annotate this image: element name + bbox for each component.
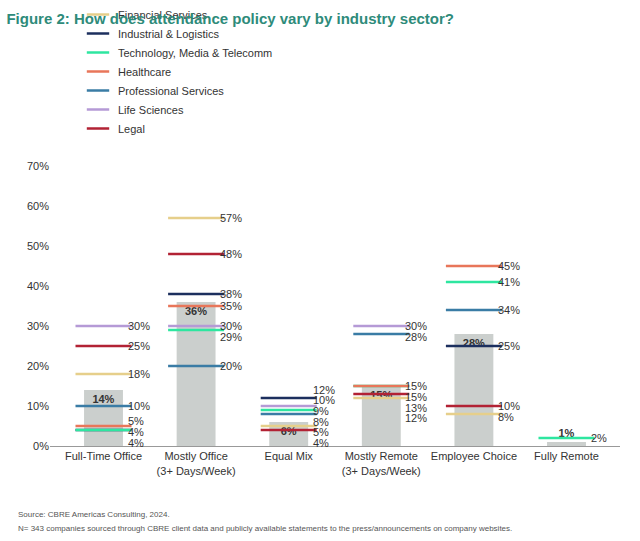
svg-text:Financial Services: Financial Services [118, 9, 208, 21]
svg-text:30%: 30% [27, 320, 49, 332]
svg-text:Full-Time Office: Full-Time Office [65, 450, 142, 462]
svg-text:15%: 15% [370, 389, 392, 401]
svg-text:25%: 25% [128, 340, 150, 352]
svg-text:Mostly Remote(3+ Days/Week): Mostly Remote(3+ Days/Week) [342, 450, 421, 476]
svg-text:15%: 15% [405, 380, 427, 392]
svg-text:Figure 2: How does attendance: Figure 2: How does attendance policy var… [6, 10, 454, 27]
svg-text:50%: 50% [27, 240, 49, 252]
svg-text:25%: 25% [498, 340, 520, 352]
svg-text:28%: 28% [463, 337, 485, 349]
svg-text:60%: 60% [27, 200, 49, 212]
svg-text:4%: 4% [128, 426, 144, 438]
svg-text:Fully Remote: Fully Remote [534, 450, 599, 462]
svg-text:48%: 48% [220, 248, 242, 260]
svg-text:70%: 70% [27, 160, 49, 172]
svg-text:Legal: Legal [118, 123, 145, 135]
svg-text:8%: 8% [498, 411, 514, 423]
svg-text:20%: 20% [220, 360, 242, 372]
svg-text:38%: 38% [220, 288, 242, 300]
svg-text:12%: 12% [313, 384, 335, 396]
svg-text:14%: 14% [92, 393, 114, 405]
svg-text:12%: 12% [405, 412, 427, 424]
svg-text:10%: 10% [313, 394, 335, 406]
svg-text:29%: 29% [220, 331, 242, 343]
svg-text:18%: 18% [128, 368, 150, 380]
svg-text:2%: 2% [591, 432, 607, 444]
svg-text:Professional Services: Professional Services [118, 85, 224, 97]
svg-text:Source: CBRE Americas Consulti: Source: CBRE Americas Consulting, 2024. [18, 510, 170, 519]
svg-text:1%: 1% [558, 427, 574, 439]
svg-text:45%: 45% [498, 260, 520, 272]
svg-text:5%: 5% [128, 415, 144, 427]
svg-text:6%: 6% [281, 425, 297, 437]
svg-text:8%: 8% [313, 416, 329, 428]
svg-text:Industrial & Logistics: Industrial & Logistics [118, 28, 219, 40]
svg-text:28%: 28% [405, 331, 427, 343]
svg-text:36%: 36% [185, 305, 207, 317]
svg-text:0%: 0% [33, 440, 49, 452]
svg-text:30%: 30% [405, 320, 427, 332]
svg-text:5%: 5% [313, 426, 329, 438]
svg-text:Life Sciences: Life Sciences [118, 104, 184, 116]
svg-text:4%: 4% [313, 437, 329, 449]
svg-text:34%: 34% [498, 304, 520, 316]
svg-text:30%: 30% [220, 320, 242, 332]
svg-text:35%: 35% [220, 300, 242, 312]
svg-text:10%: 10% [128, 400, 150, 412]
svg-text:30%: 30% [128, 320, 150, 332]
svg-text:Mostly Office(3+ Days/Week): Mostly Office(3+ Days/Week) [157, 450, 236, 476]
svg-text:15%: 15% [405, 391, 427, 403]
svg-text:13%: 13% [405, 402, 427, 414]
svg-text:20%: 20% [27, 360, 49, 372]
svg-text:10%: 10% [498, 400, 520, 412]
svg-text:41%: 41% [498, 276, 520, 288]
svg-text:10%: 10% [27, 400, 49, 412]
svg-text:57%: 57% [220, 212, 242, 224]
svg-text:Healthcare: Healthcare [118, 66, 171, 78]
svg-text:N= 343 companies sourced throu: N= 343 companies sourced through CBRE cl… [18, 524, 512, 533]
svg-text:4%: 4% [128, 437, 144, 449]
svg-text:Employee Choice: Employee Choice [431, 450, 517, 462]
svg-text:9%: 9% [313, 405, 329, 417]
svg-text:40%: 40% [27, 280, 49, 292]
svg-text:Equal Mix: Equal Mix [265, 450, 314, 462]
svg-text:Technology, Media & Telecomm: Technology, Media & Telecomm [118, 47, 272, 59]
